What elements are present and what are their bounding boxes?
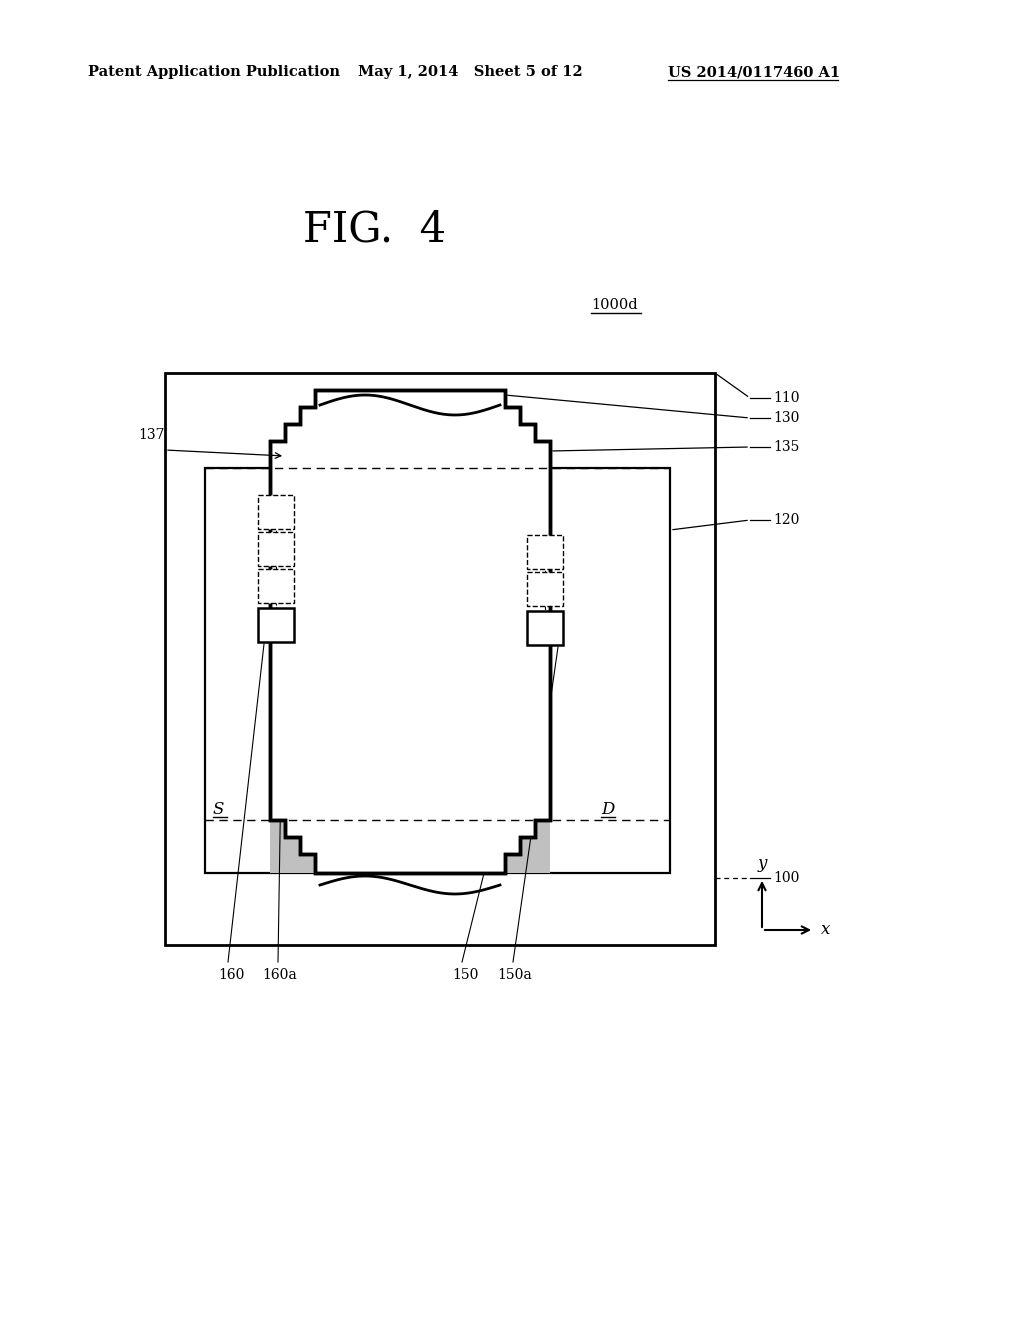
Text: 160a: 160a (262, 968, 297, 982)
Text: 1000d: 1000d (591, 298, 638, 312)
Text: US 2014/0117460 A1: US 2014/0117460 A1 (668, 65, 840, 79)
Polygon shape (527, 535, 563, 569)
Text: S: S (213, 801, 224, 818)
Text: May 1, 2014   Sheet 5 of 12: May 1, 2014 Sheet 5 of 12 (358, 65, 583, 79)
Text: x: x (821, 921, 830, 939)
Polygon shape (270, 441, 315, 469)
Polygon shape (505, 441, 550, 469)
Polygon shape (258, 609, 294, 642)
Polygon shape (258, 532, 294, 566)
Text: FIG.  4: FIG. 4 (303, 209, 446, 251)
Text: 130: 130 (773, 411, 800, 425)
Text: y: y (758, 855, 767, 873)
Polygon shape (258, 495, 294, 529)
Polygon shape (505, 820, 550, 873)
Text: 150: 150 (452, 968, 478, 982)
Polygon shape (527, 611, 563, 645)
Text: 160: 160 (219, 968, 245, 982)
Text: Patent Application Publication: Patent Application Publication (88, 65, 340, 79)
Polygon shape (270, 820, 315, 873)
Text: 120: 120 (773, 513, 800, 527)
Text: 150a: 150a (498, 968, 532, 982)
Text: 137: 137 (138, 428, 165, 442)
Text: 100: 100 (773, 871, 800, 884)
Polygon shape (258, 569, 294, 603)
Polygon shape (270, 389, 550, 873)
Text: D: D (601, 801, 614, 818)
Polygon shape (527, 572, 563, 606)
Text: 135: 135 (773, 440, 800, 454)
Text: 110: 110 (773, 391, 800, 405)
